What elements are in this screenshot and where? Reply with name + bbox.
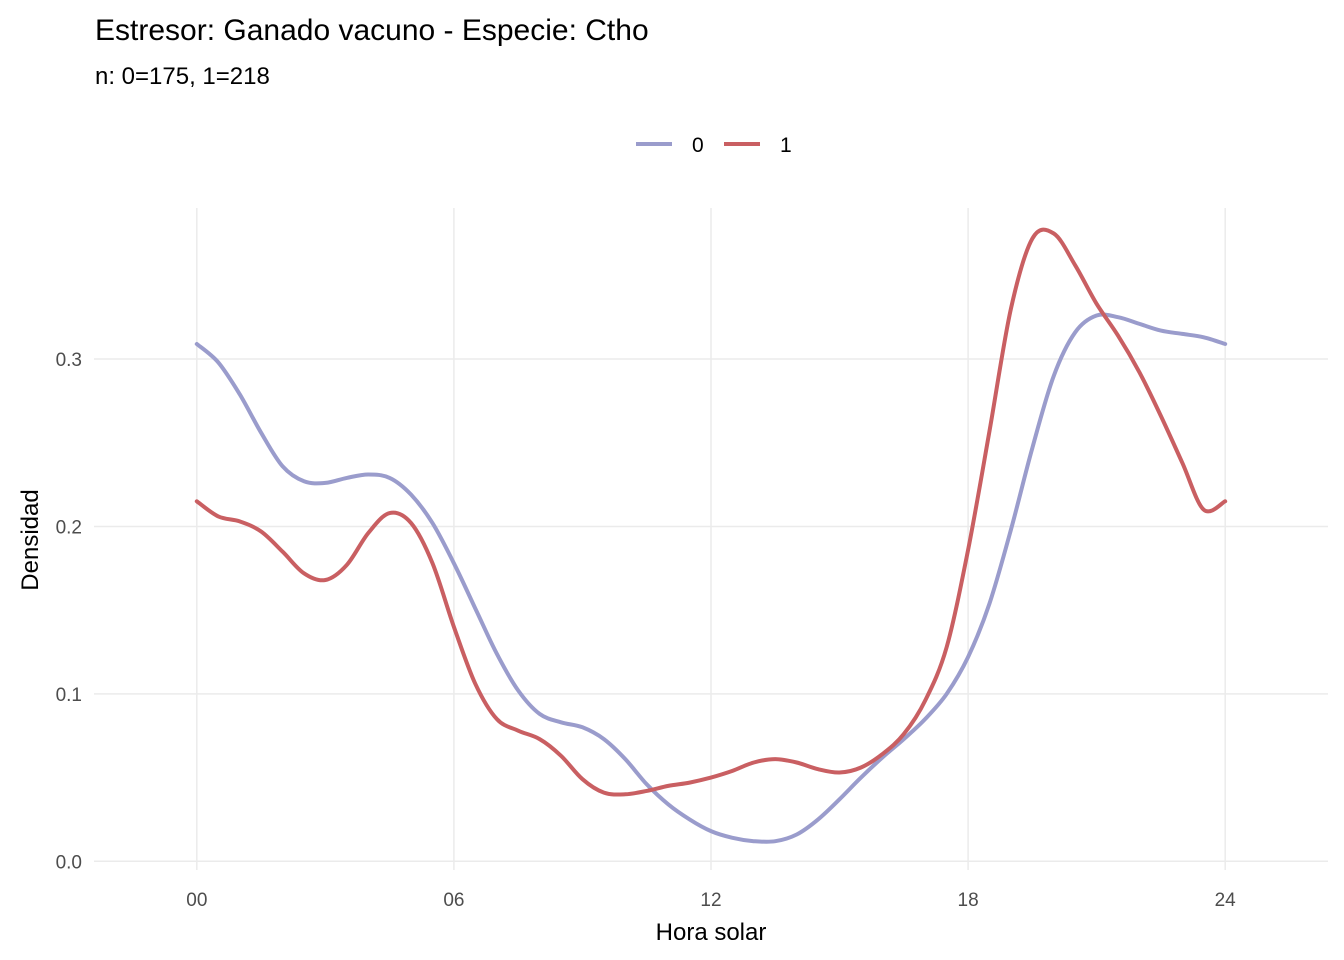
- series-line-0: [194, 312, 1228, 844]
- x-tick-label: 06: [443, 890, 464, 911]
- chart-subtitle: n: 0=175, 1=218: [95, 63, 270, 90]
- gridlines: [94, 208, 1328, 870]
- series-line-1: [194, 227, 1228, 797]
- chart-title: Estresor: Ganado vacuno - Especie: Ctho: [95, 14, 649, 47]
- y-axis-title: Densidad: [17, 489, 44, 590]
- x-tick-label: 24: [1215, 890, 1237, 911]
- y-tick-label: 0.3: [56, 350, 82, 371]
- y-tick-label: 0.1: [56, 685, 82, 706]
- x-axis-title: Hora solar: [656, 919, 767, 946]
- series-lines: [194, 227, 1228, 844]
- x-tick-label: 18: [958, 890, 979, 911]
- x-tick-label: 00: [186, 890, 207, 911]
- x-axis-ticks: 00 06 12 18 24: [186, 890, 1236, 911]
- y-tick-label: 0.0: [56, 852, 82, 873]
- x-tick-label: 12: [700, 890, 721, 911]
- y-tick-label: 0.2: [56, 517, 82, 538]
- legend-label-0: 0: [692, 134, 704, 157]
- y-axis-ticks: 0.0 0.1 0.2 0.3: [56, 350, 82, 873]
- legend-label-1: 1: [780, 134, 792, 157]
